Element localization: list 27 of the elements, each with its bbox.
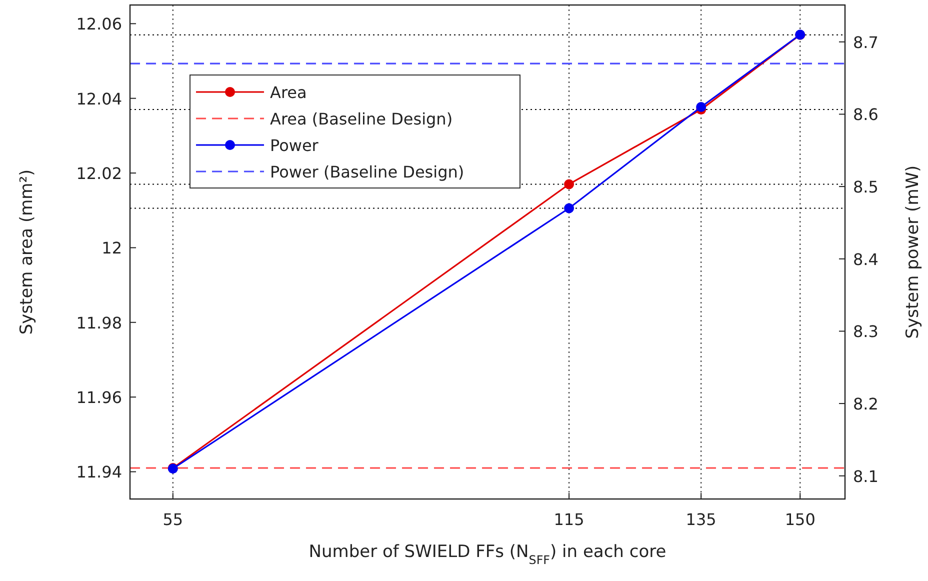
y-tick-label: 11.98 — [76, 313, 122, 332]
legend-label: Area (Baseline Design) — [270, 110, 453, 128]
y2-tick-label: 8.5 — [853, 178, 878, 197]
y2-axis-title: System power (mW) — [903, 165, 923, 339]
x-tick-label: 135 — [686, 510, 716, 529]
y2-tick-label: 8.7 — [853, 32, 878, 52]
point — [564, 203, 574, 214]
legend-label: Area — [270, 83, 307, 102]
y2-tick-label: 8.4 — [853, 250, 878, 269]
y-tick-label: 12 — [102, 238, 122, 258]
y-tick-label: 12.02 — [76, 164, 122, 184]
y-tick-label: 11.96 — [76, 388, 122, 408]
x-axis-title: Number of SWIELD FFs (N$_{SFF}$) in each core — [308, 542, 666, 567]
x-tick-label: 115 — [554, 510, 584, 529]
legend-label: Power — [270, 136, 319, 155]
y2-tick-label: 8.3 — [853, 322, 878, 342]
x-tick-label: 150 — [784, 510, 816, 529]
y2-tick-label: 8.1 — [853, 466, 878, 486]
legend-label: Power (Baseline Design) — [270, 162, 464, 182]
y2-tick-label: 8.2 — [853, 394, 878, 414]
y2-tick-label: 8.6 — [853, 105, 878, 124]
y-tick-label: 12.04 — [76, 89, 122, 108]
x-tick-label: 55 — [162, 510, 184, 529]
y-axis-title: System area (mm²) — [17, 169, 37, 335]
y-tick-label: 12.06 — [76, 14, 122, 34]
point — [696, 102, 706, 112]
y-tick-label: 11.94 — [76, 462, 122, 482]
